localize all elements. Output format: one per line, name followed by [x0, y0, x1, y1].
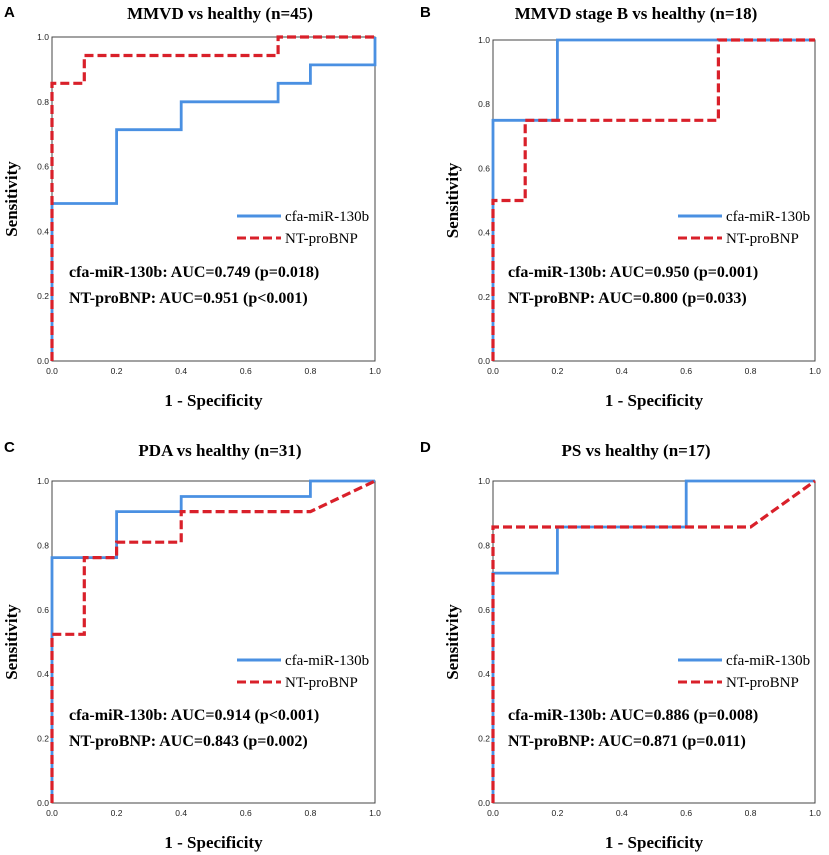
y-tick-label: 1.0 [478, 35, 490, 45]
chart-title: PDA vs healthy (n=31) [138, 441, 301, 460]
x-tick-label: 0.2 [551, 366, 563, 376]
x-tick-label: 0.4 [616, 366, 628, 376]
x-tick-label: 0.0 [46, 808, 58, 818]
x-tick-label: 0.6 [680, 808, 692, 818]
roc-panel-d: D PS vs healthy (n=17) 0.0 0.2 0.4 0.6 0.8 1.0 0… [420, 439, 821, 852]
series-line-nt-probnp [491, 479, 816, 803]
y-tick-label: 0.2 [478, 734, 490, 744]
x-tick-label: 0.2 [111, 808, 123, 818]
series-line-cfa-mir-130b [491, 479, 815, 803]
roc-panel-a: A MMVD vs healthy (n=45) 0.0 0.2 0.4 0.6 0.8 1.… [2, 4, 381, 410]
y-tick-label: 0.0 [37, 356, 49, 366]
x-tick-label: 0.2 [551, 808, 563, 818]
legend-label: cfa-miR-130b [726, 653, 810, 669]
legend-label: cfa-miR-130b [285, 653, 369, 669]
y-tick-label: 1.0 [37, 476, 49, 486]
x-tick-label: 0.0 [487, 366, 499, 376]
auc-annotation: cfa-miR-130b: AUC=0.914 (p<0.001) [69, 707, 319, 724]
y-axis-label: Sensitivity [443, 604, 462, 680]
x-tick-label: 0.4 [175, 808, 187, 818]
plot-frame [51, 480, 376, 804]
auc-annotation: cfa-miR-130b: AUC=0.749 (p=0.018) [69, 264, 319, 281]
x-axis-label: 1 - Specificity [164, 833, 263, 852]
chart-title: PS vs healthy (n=17) [561, 441, 710, 460]
x-tick-label: 1.0 [809, 808, 821, 818]
chart-title: MMVD vs healthy (n=45) [127, 4, 313, 23]
legend-label: cfa-miR-130b [285, 209, 369, 225]
y-tick-label: 0.4 [478, 228, 490, 238]
y-axis-label: Sensitivity [443, 162, 462, 238]
x-tick-label: 1.0 [369, 808, 381, 818]
series-line-cfa-mir-130b [491, 38, 815, 361]
x-tick-label: 0.4 [175, 366, 187, 376]
y-tick-label: 1.0 [478, 476, 490, 486]
auc-annotation: cfa-miR-130b: AUC=0.950 (p=0.001) [508, 264, 758, 281]
auc-annotation: NT-proBNP: AUC=0.800 (p=0.033) [508, 290, 747, 307]
legend-label: cfa-miR-130b [726, 209, 810, 225]
auc-annotation: NT-proBNP: AUC=0.871 (p=0.011) [508, 733, 746, 750]
x-tick-label: 0.2 [111, 366, 123, 376]
y-tick-label: 0.8 [37, 97, 49, 107]
plot-frame [51, 36, 376, 362]
panel-letter: B [420, 4, 431, 21]
series-line-cfa-mir-130b [50, 479, 375, 803]
x-tick-label: 0.6 [240, 366, 252, 376]
x-tick-label: 0.0 [487, 808, 499, 818]
x-tick-label: 0.8 [745, 366, 757, 376]
x-tick-label: 0.0 [46, 366, 58, 376]
chart-title: MMVD stage B vs healthy (n=18) [515, 4, 757, 23]
x-tick-label: 0.8 [304, 366, 316, 376]
series-line-nt-probnp [50, 35, 375, 361]
x-tick-label: 0.4 [616, 808, 628, 818]
y-tick-label: 1.0 [37, 32, 49, 42]
y-axis-label: Sensitivity [2, 604, 21, 680]
legend-label: NT-proBNP [285, 231, 358, 247]
legend-label: NT-proBNP [726, 231, 799, 247]
legend-label: NT-proBNP [285, 675, 358, 691]
series-line-nt-probnp [50, 479, 376, 803]
series-line-nt-probnp [491, 38, 815, 361]
series-line-cfa-mir-130b [50, 37, 377, 361]
y-tick-label: 0.8 [37, 540, 49, 550]
y-tick-label: 0.6 [37, 605, 49, 615]
y-tick-label: 0.8 [478, 540, 490, 550]
legend-label: NT-proBNP [726, 675, 799, 691]
y-tick-label: 0.6 [37, 162, 49, 172]
x-axis-label: 1 - Specificity [605, 391, 704, 410]
x-tick-label: 0.6 [240, 808, 252, 818]
x-tick-label: 0.8 [745, 808, 757, 818]
y-tick-label: 0.2 [37, 734, 49, 744]
y-axis-label: Sensitivity [2, 161, 21, 237]
y-tick-label: 0.4 [37, 226, 49, 236]
auc-annotation: cfa-miR-130b: AUC=0.886 (p=0.008) [508, 707, 758, 724]
y-tick-label: 0.2 [37, 291, 49, 301]
roc-panel-b: B MMVD stage B vs healthy (n=18) 0.0 0.2 0.4… [420, 4, 821, 410]
auc-annotation: NT-proBNP: AUC=0.951 (p<0.001) [69, 290, 308, 307]
x-axis-label: 1 - Specificity [605, 833, 704, 852]
x-tick-label: 1.0 [369, 366, 381, 376]
x-tick-label: 0.6 [680, 366, 692, 376]
x-tick-label: 1.0 [809, 366, 821, 376]
panel-letter: A [4, 4, 15, 21]
panel-letter: C [4, 439, 15, 456]
roc-panel-c: C PDA vs healthy (n=31) 0.0 0.2 0.4 0.6 0.8 1.0… [2, 439, 381, 852]
y-tick-label: 0.8 [478, 99, 490, 109]
y-tick-label: 0.6 [478, 163, 490, 173]
x-axis-label: 1 - Specificity [164, 391, 263, 410]
y-tick-label: 0.0 [478, 356, 490, 366]
y-tick-label: 0.0 [478, 798, 490, 808]
panel-letter: D [420, 439, 431, 456]
y-tick-label: 0.4 [37, 669, 49, 679]
y-tick-label: 0.2 [478, 292, 490, 302]
y-tick-label: 0.0 [37, 798, 49, 808]
y-tick-label: 0.6 [478, 605, 490, 615]
plot-frame [492, 39, 816, 362]
plot-frame [492, 480, 816, 804]
auc-annotation: NT-proBNP: AUC=0.843 (p=0.002) [69, 733, 308, 750]
y-tick-label: 0.4 [478, 669, 490, 679]
x-tick-label: 0.8 [304, 808, 316, 818]
